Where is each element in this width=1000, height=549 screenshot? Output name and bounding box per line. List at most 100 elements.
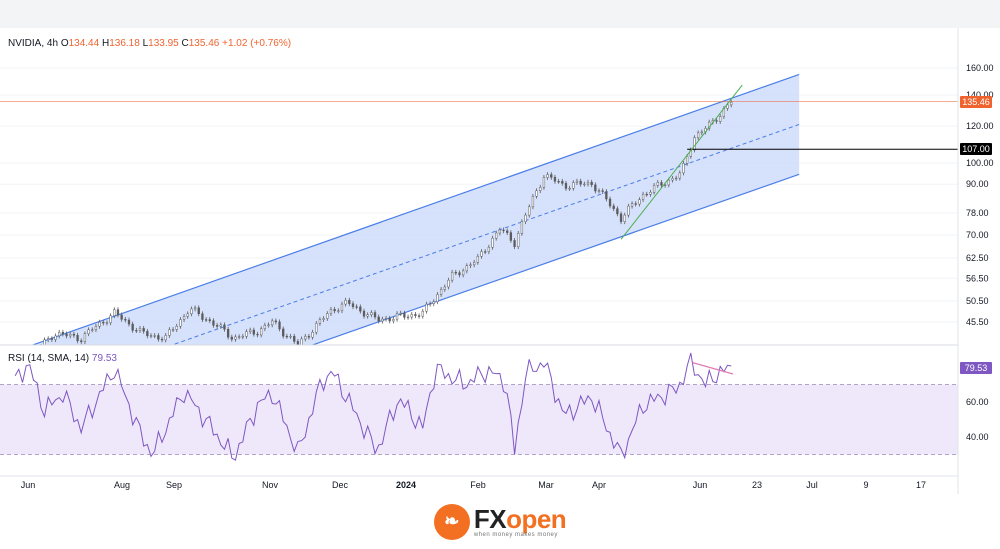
- candle-body: [605, 191, 608, 200]
- candle-body: [579, 180, 582, 185]
- rsi-value-badge: 79.53: [960, 361, 992, 374]
- candle-body: [520, 221, 524, 234]
- candle-body: [454, 272, 457, 274]
- time-tick-label: Feb: [470, 480, 486, 490]
- candle-body: [623, 214, 626, 222]
- candle-body: [293, 336, 296, 342]
- candle-body: [473, 262, 476, 266]
- candle-body: [116, 309, 120, 316]
- candle-body: [322, 318, 325, 320]
- brand-logo[interactable]: ❧ FXopen when money makes money: [433, 503, 567, 540]
- candle-body: [506, 230, 509, 233]
- candle-body: [373, 312, 377, 318]
- candle-body: [531, 195, 535, 208]
- rsi-band: [0, 384, 958, 455]
- candle-body: [484, 251, 487, 253]
- candle-body: [597, 190, 601, 192]
- candle-body: [414, 314, 417, 316]
- price-tick-label: 120.00: [966, 121, 994, 131]
- candle-body: [252, 329, 255, 335]
- time-tick-label: 9: [863, 480, 868, 490]
- candle-body: [436, 294, 439, 302]
- price-tick-label: 56.50: [966, 273, 989, 283]
- candle-body: [65, 333, 68, 337]
- candle-body: [403, 312, 406, 318]
- price-legend: NVIDIA, 4h O134.44 H136.18 L133.95 C135.…: [8, 38, 291, 49]
- candle-body: [168, 329, 171, 336]
- candle-body: [715, 120, 718, 122]
- candle-body: [480, 251, 483, 257]
- candle-body: [450, 272, 454, 281]
- candle-body: [619, 213, 623, 222]
- candle-body: [693, 137, 696, 151]
- price-tick-label: 78.00: [966, 208, 989, 218]
- candle-body: [146, 331, 149, 337]
- candle-body: [586, 181, 590, 185]
- candle-body: [226, 329, 230, 338]
- candle-body: [245, 331, 248, 337]
- candle-body: [249, 329, 252, 332]
- candle-body: [237, 336, 241, 338]
- candle-body: [267, 324, 270, 326]
- candle-body: [318, 319, 322, 324]
- candle-body: [307, 336, 311, 338]
- price-tick-label: 45.50: [966, 317, 989, 327]
- candle-body: [370, 312, 373, 316]
- candle-body: [289, 336, 292, 338]
- time-tick-label: Dec: [332, 480, 349, 490]
- candle-body: [43, 339, 46, 345]
- candle-body: [190, 308, 193, 315]
- candle-body: [392, 318, 395, 322]
- candle-body: [685, 156, 689, 164]
- candle-body: [719, 116, 722, 122]
- candle-body: [410, 314, 413, 318]
- candle-body: [256, 333, 259, 336]
- candle-body: [524, 214, 527, 222]
- price-series: [40, 99, 733, 351]
- candle-body: [557, 181, 560, 183]
- price-tick-label: 100.00: [966, 158, 994, 168]
- candle-body: [421, 310, 424, 317]
- rsi-tick-label: 60.00: [966, 397, 989, 407]
- time-axis-ticks: Jun Aug Sep Nov Dec 2024 Feb Mar Apr Jun 23 Jul 9 17: [21, 480, 926, 490]
- legend-high: 136.18: [109, 38, 140, 49]
- candle-body: [61, 332, 65, 335]
- candle-body: [171, 329, 175, 331]
- chart-frame: 160.00 140.00 120.00 100.00 90.00 78.00 70.00 6…: [0, 28, 1000, 494]
- time-tick-label: Mar: [538, 480, 554, 490]
- candle-body: [149, 335, 153, 337]
- candle-body: [94, 326, 98, 330]
- candle-body: [315, 323, 318, 333]
- candle-body: [495, 232, 498, 239]
- time-tick-label: 23: [752, 480, 762, 490]
- candle-body: [616, 208, 619, 215]
- candle-body: [649, 191, 652, 195]
- candle-body: [612, 205, 615, 209]
- candle-body: [50, 338, 54, 340]
- time-tick-label: Apr: [592, 480, 606, 490]
- candle-body: [384, 318, 388, 320]
- candle-body: [491, 237, 494, 248]
- candle-body: [539, 187, 542, 191]
- footer: ❧ FXopen when money makes money: [0, 494, 1000, 549]
- candle-body: [730, 101, 733, 106]
- logo-text: FXopen when money makes money: [474, 506, 567, 538]
- price-axis-ticks: 160.00 140.00 120.00 100.00 90.00 78.00 70.00 6…: [966, 63, 994, 327]
- candle-body: [40, 346, 42, 351]
- candle-body: [234, 336, 237, 340]
- candle-body: [201, 313, 204, 320]
- candle-body: [282, 328, 285, 337]
- candle-body: [344, 299, 347, 305]
- rsi-legend-label: RSI (14, SMA, 14): [8, 353, 90, 364]
- candle-body: [428, 303, 432, 305]
- candle-body: [182, 316, 186, 320]
- candle-body: [362, 310, 366, 317]
- price-tick-label: 90.00: [966, 179, 989, 189]
- candle-body: [645, 193, 648, 196]
- candle-body: [443, 286, 446, 290]
- rsi-series: [14, 352, 734, 461]
- candle-body: [296, 341, 300, 345]
- nvidia-chart[interactable]: 160.00 140.00 120.00 100.00 90.00 78.00 70.00 6…: [0, 28, 1000, 494]
- candle-body: [333, 309, 336, 312]
- candle-body: [590, 181, 593, 186]
